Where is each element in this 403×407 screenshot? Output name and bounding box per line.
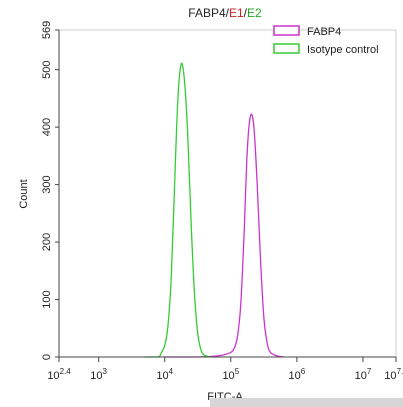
y-tick-label: 200	[41, 233, 53, 251]
histogram-series	[144, 62, 284, 358]
x-tick-label: 105	[222, 367, 239, 382]
series-line-fabp4	[164, 113, 284, 358]
title-part-3: /	[244, 6, 248, 20]
y-tick-label: 400	[41, 118, 53, 136]
x-tick-label: 106	[289, 367, 306, 382]
y-axis-ticks: 0 100 200 300 400 500 569	[41, 21, 59, 360]
legend-label-fabp4: FABP4	[307, 26, 341, 38]
y-tick-label: 0	[41, 354, 53, 360]
x-tick-label: 107	[355, 367, 372, 382]
title-part-2: E1	[229, 6, 244, 20]
legend-label-isotype-control: Isotype control	[307, 44, 379, 56]
y-tick-label: 300	[41, 175, 53, 193]
title-part-1: /	[226, 6, 230, 20]
legend: FABP4 Isotype control	[273, 25, 379, 56]
x-tick-label: 103	[90, 367, 107, 382]
title-part-4: E2	[247, 6, 262, 20]
legend-swatch-fabp4	[273, 25, 300, 36]
x-axis-ticks: 102.4 103 104 105 106 107 107.5	[47, 357, 403, 382]
series-line-isotype-control	[144, 62, 212, 358]
x-tick-label: 104	[156, 367, 173, 382]
horizontal-scrollbar[interactable]	[210, 398, 403, 407]
y-tick-label: 500	[41, 60, 53, 78]
y-axis-label: Count	[18, 179, 30, 208]
chart-title: FABP4/E1/E2	[188, 6, 262, 20]
x-tick-label: 107.5	[384, 367, 403, 382]
x-tick-label: 102.4	[47, 367, 71, 382]
title-part-0: FABP4	[188, 6, 226, 20]
y-tick-label: 100	[41, 290, 53, 308]
legend-swatch-isotype-control	[273, 43, 300, 54]
y-tick-label: 569	[41, 21, 53, 39]
